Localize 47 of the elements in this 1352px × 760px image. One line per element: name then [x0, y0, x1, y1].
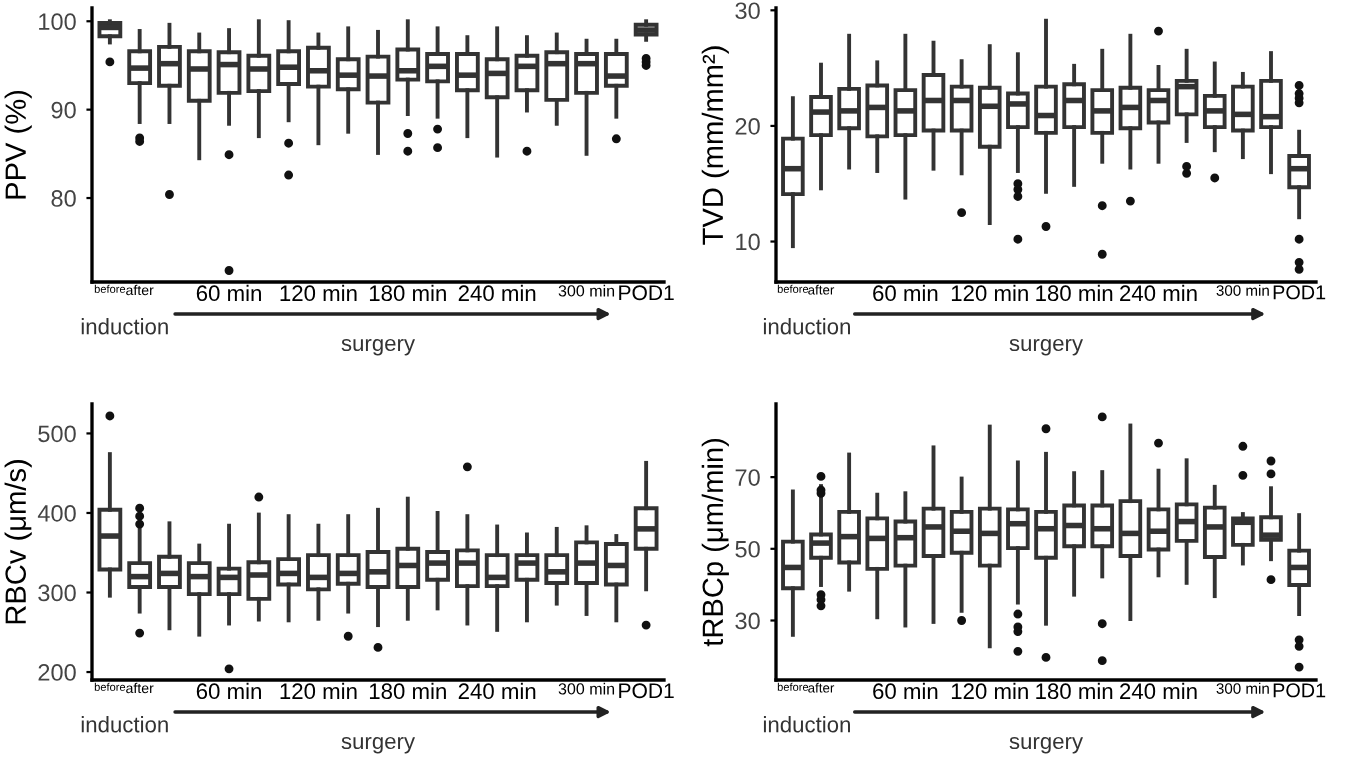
y-axis-title: RBCv (μm/s) [4, 460, 32, 624]
x-tick-label: 240 min [1120, 682, 1197, 700]
x-tick-label: 60 min [196, 682, 261, 700]
text: induction [81, 318, 168, 335]
x-tick-label: 240 min [458, 682, 536, 700]
text: induction [763, 716, 850, 733]
x-tick-label: 180 min [369, 284, 446, 302]
x-tick-label: 120 min [951, 682, 1028, 700]
y-axis-title: PPV (%) [4, 90, 32, 199]
x-tick-label: POD1 [1273, 285, 1326, 300]
x-tick-label: 120 min [280, 682, 357, 700]
y-tick-label: 20 [735, 117, 760, 135]
y-tick-label: 300 [38, 584, 76, 602]
text: induction [763, 318, 850, 335]
text: surgery [1009, 338, 1084, 356]
x-tick-label: 300 min [558, 284, 615, 297]
y-tick-label: 90 [51, 101, 76, 119]
y-axis-title: TVD (mm/mm²) [701, 46, 729, 245]
text: induction [81, 716, 168, 733]
y-tick-label: 400 [37, 505, 76, 522]
y-tick-label: 50 [735, 540, 760, 558]
y-tick-label: 80 [51, 190, 76, 207]
x-tick-label: 180 min [1036, 682, 1113, 700]
x-tick-label: 300 min [558, 682, 615, 695]
x-tick-label: 60 min [196, 284, 261, 302]
x-tick-label: 180 min [369, 682, 446, 700]
y-tick-label: 70 [735, 469, 760, 486]
y-tick-label: 200 [38, 664, 76, 681]
y-tick-label: 100 [39, 13, 76, 31]
x-tick-label: 60 min [873, 284, 938, 302]
x-tick-label: POD1 [1273, 683, 1326, 698]
x-tick-label: 240 min [458, 284, 536, 302]
x-tick-label: POD1 [619, 683, 674, 699]
y-tick-label: 500 [38, 425, 76, 443]
x-tick-label: 120 min [951, 284, 1028, 302]
text: surgery [341, 338, 416, 356]
y-tick-label: 30 [735, 612, 760, 630]
x-tick-label: 120 min [280, 284, 357, 302]
x-tick-label: 180 min [1036, 284, 1113, 302]
x-tick-label: 240 min [1120, 284, 1197, 302]
x-tick-label: 60 min [873, 682, 938, 700]
text: surgery [341, 736, 416, 754]
x-tick-label: POD1 [619, 285, 674, 301]
y-axis-title: tRBCp (μm/min) [701, 438, 729, 647]
y-tick-label: 10 [736, 233, 760, 251]
y-tick-label: 30 [735, 2, 760, 20]
text: surgery [1009, 736, 1084, 754]
